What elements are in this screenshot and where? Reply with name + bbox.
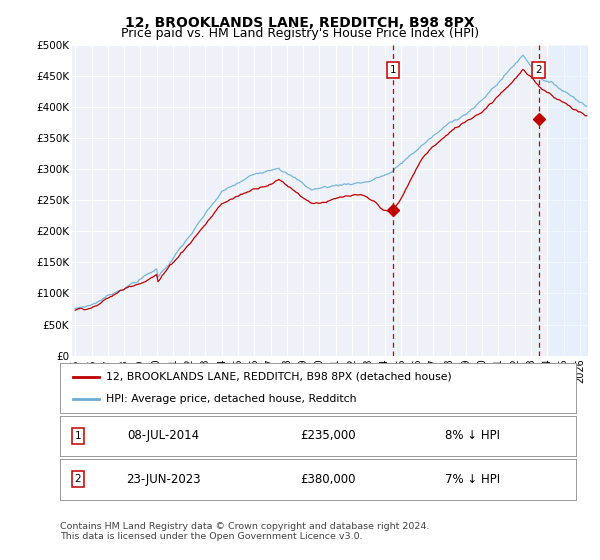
Text: 1: 1 xyxy=(75,431,82,441)
Text: 08-JUL-2014: 08-JUL-2014 xyxy=(127,430,199,442)
Text: 12, BROOKLANDS LANE, REDDITCH, B98 8PX (detached house): 12, BROOKLANDS LANE, REDDITCH, B98 8PX (… xyxy=(106,372,452,382)
Text: £235,000: £235,000 xyxy=(301,430,356,442)
Text: 7% ↓ HPI: 7% ↓ HPI xyxy=(445,473,500,486)
Text: £380,000: £380,000 xyxy=(301,473,356,486)
Text: Price paid vs. HM Land Registry's House Price Index (HPI): Price paid vs. HM Land Registry's House … xyxy=(121,27,479,40)
Text: 2: 2 xyxy=(535,64,542,74)
Text: 23-JUN-2023: 23-JUN-2023 xyxy=(126,473,200,486)
Text: HPI: Average price, detached house, Redditch: HPI: Average price, detached house, Redd… xyxy=(106,394,357,404)
Text: 2: 2 xyxy=(75,474,82,484)
Bar xyxy=(549,45,588,356)
Text: 12, BROOKLANDS LANE, REDDITCH, B98 8PX: 12, BROOKLANDS LANE, REDDITCH, B98 8PX xyxy=(125,16,475,30)
Text: Contains HM Land Registry data © Crown copyright and database right 2024.
This d: Contains HM Land Registry data © Crown c… xyxy=(60,522,430,542)
Text: 1: 1 xyxy=(389,64,397,74)
Text: 8% ↓ HPI: 8% ↓ HPI xyxy=(445,430,500,442)
